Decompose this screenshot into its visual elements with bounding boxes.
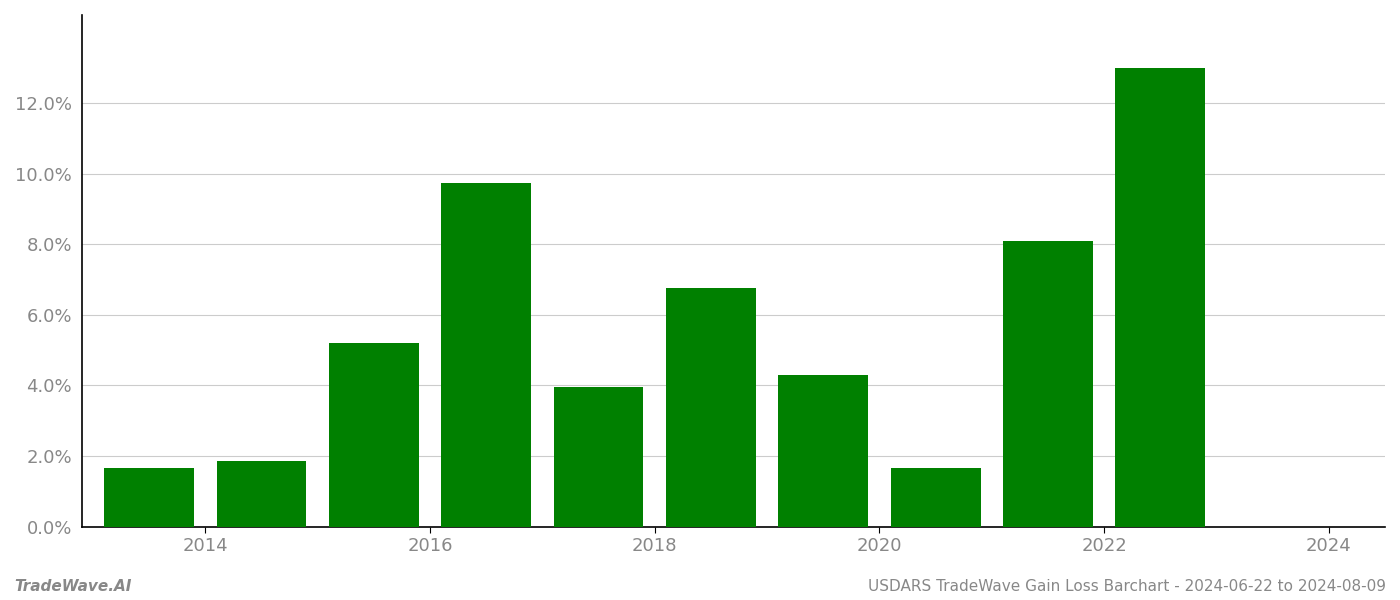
Bar — [329, 343, 419, 527]
Bar — [441, 182, 531, 527]
Bar — [778, 375, 868, 527]
Bar — [104, 469, 195, 527]
Text: TradeWave.AI: TradeWave.AI — [14, 579, 132, 594]
Bar — [666, 289, 756, 527]
Bar — [553, 387, 644, 527]
Bar — [217, 461, 307, 527]
Text: USDARS TradeWave Gain Loss Barchart - 2024-06-22 to 2024-08-09: USDARS TradeWave Gain Loss Barchart - 20… — [868, 579, 1386, 594]
Bar — [1116, 68, 1205, 527]
Bar — [1002, 241, 1093, 527]
Bar — [890, 469, 980, 527]
